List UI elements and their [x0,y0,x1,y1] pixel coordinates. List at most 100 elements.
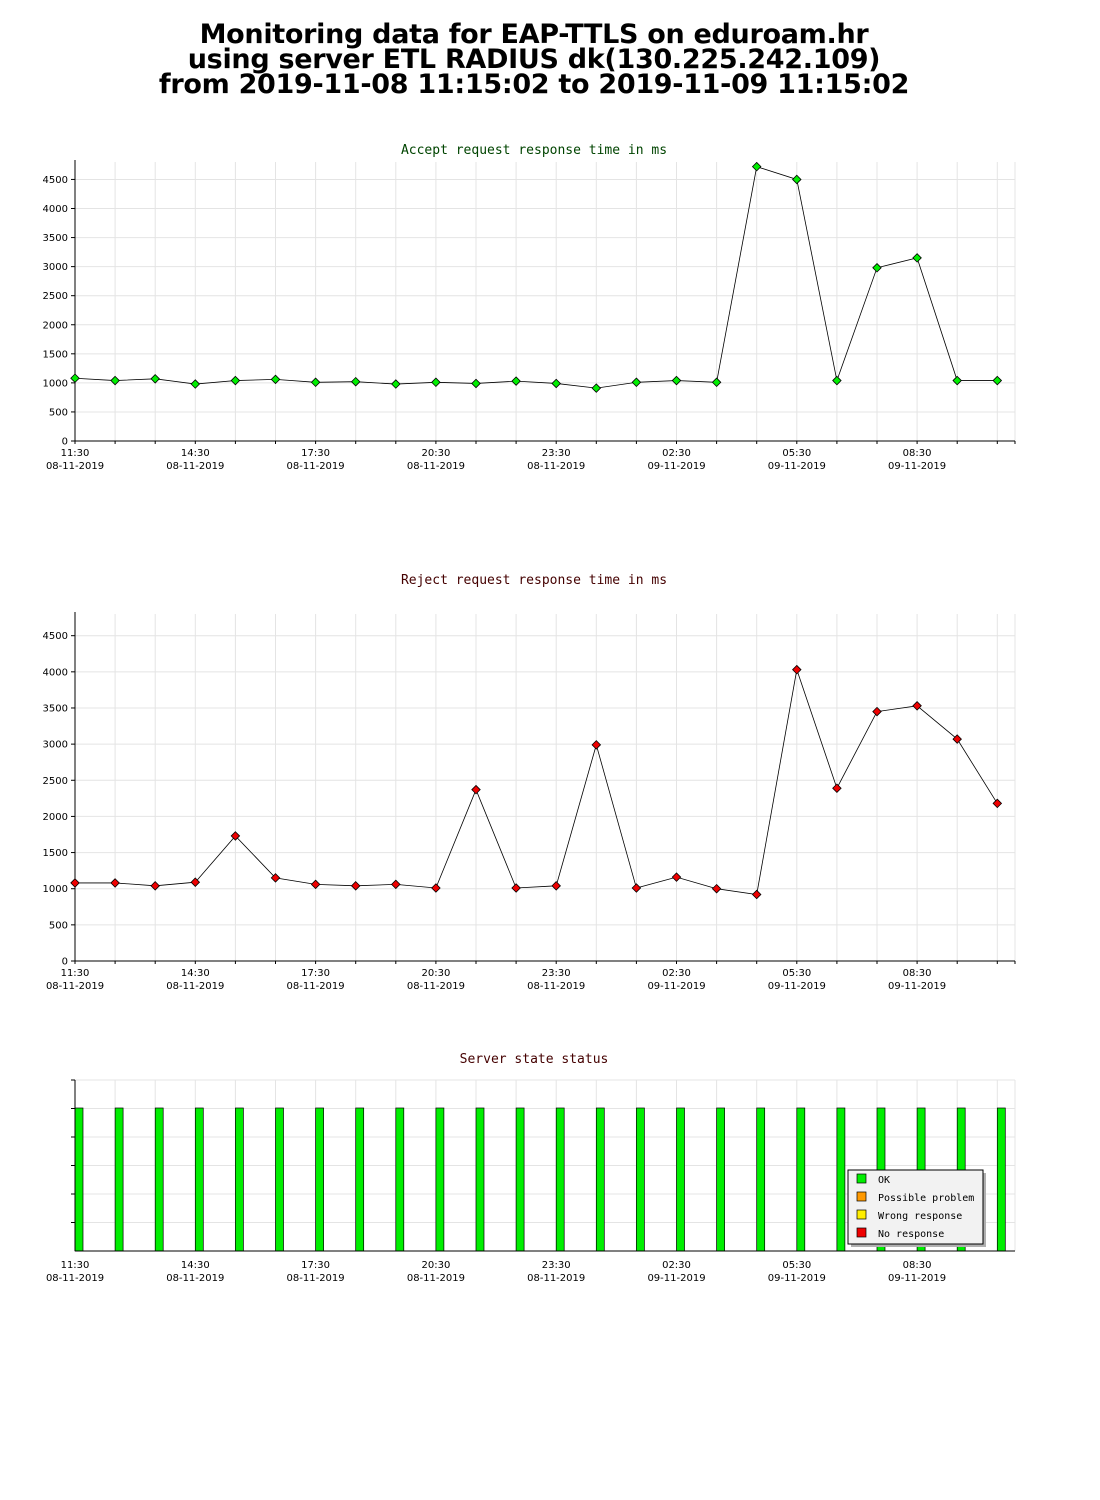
legend-label: OK [878,1175,890,1186]
status-bar [194,1107,204,1252]
data-point [671,872,682,882]
status-bar [836,1107,846,1252]
status-bar [515,1107,525,1252]
data-point [711,883,722,894]
data-point [431,883,441,893]
y-tick-label: 0 [62,437,68,448]
y-tick-label: 2000 [43,812,68,823]
legend-swatch [856,1173,867,1184]
x-tick-label-date: 09-11-2019 [768,1273,826,1284]
x-tick-label-date: 08-11-2019 [166,1273,224,1284]
x-tick-label-time: 05:30 [782,448,811,459]
data-point [70,878,80,888]
status-bar [555,1107,565,1252]
y-tick-label: 500 [49,407,68,418]
x-tick-label-time: 20:30 [421,448,450,459]
x-tick-label-time: 08:30 [903,448,932,459]
data-point [591,740,602,750]
x-tick-label-date: 08-11-2019 [287,981,345,992]
x-tick-label-date: 08-11-2019 [46,981,104,992]
x-tick-label-time: 14:30 [181,448,210,459]
x-tick-label-date: 09-11-2019 [647,981,705,992]
data-point [912,253,922,263]
y-tick-label: 4000 [43,667,68,678]
y-tick-label: 1500 [43,349,68,360]
x-tick-label-time: 23:30 [542,448,571,459]
status-bar [395,1107,405,1252]
x-tick-label-date: 09-11-2019 [888,461,946,472]
data-point [751,889,762,900]
data-point [150,374,160,384]
x-tick-label-date: 08-11-2019 [166,461,224,472]
data-point [270,873,281,883]
x-tick-label-time: 08:30 [903,1260,932,1271]
x-tick-label-time: 05:30 [782,1260,811,1271]
x-tick-label-time: 11:30 [61,968,90,979]
data-point [391,879,401,890]
y-tick-label: 1000 [43,378,68,389]
data-point [912,701,922,711]
data-point [551,881,561,891]
x-tick-label-date: 09-11-2019 [888,981,946,992]
x-tick-label-time: 11:30 [61,1260,90,1271]
y-tick-label: 2500 [43,776,68,787]
data-point [992,798,1003,809]
legend-swatch [856,1191,867,1202]
data-point [631,377,642,388]
legend-swatch [856,1227,867,1238]
data-point [792,664,802,675]
x-tick-label-time: 20:30 [421,968,450,979]
data-point [310,879,321,890]
data-point [391,379,401,389]
x-tick-label-time: 14:30 [181,1260,210,1271]
data-point [230,375,241,386]
status-bar [355,1107,365,1252]
data-point [591,383,602,393]
data-point [631,883,642,893]
x-tick-label-time: 23:30 [542,968,571,979]
data-point [190,379,201,389]
status-bar [996,1107,1006,1252]
x-tick-label-date: 08-11-2019 [166,981,224,992]
legend-box [847,1169,984,1245]
status-bar [275,1107,284,1252]
chart-title: Server state status [460,1052,609,1067]
status-bar [435,1107,445,1252]
y-tick-label: 1000 [43,884,68,895]
data-point [471,784,481,795]
x-tick-label-time: 14:30 [181,968,210,979]
status-bar [74,1107,84,1252]
y-tick-label: 2000 [43,320,68,331]
y-tick-label: 3500 [43,703,68,714]
data-point [992,375,1003,386]
status-bar [315,1107,324,1252]
status-bar [756,1107,766,1252]
x-tick-label-time: 23:30 [542,1260,571,1271]
status-bar [796,1107,806,1252]
status-bar [114,1107,124,1252]
x-tick-label-date: 08-11-2019 [46,461,104,472]
legend-label: Wrong response [878,1211,962,1222]
y-tick-label: 3500 [43,233,68,244]
x-tick-label-time: 20:30 [421,1260,450,1271]
y-tick-label: 500 [49,920,68,931]
y-tick-label: 4500 [43,175,68,186]
data-point [551,378,561,389]
x-tick-label-date: 09-11-2019 [768,981,826,992]
data-point [110,878,120,888]
x-tick-label-date: 09-11-2019 [647,1273,705,1284]
status-bar [595,1107,605,1252]
data-point [832,375,842,386]
data-point [952,375,962,386]
data-point [110,375,120,386]
y-tick-label: 1500 [43,848,68,859]
series-line [75,669,998,895]
data-point [671,375,682,386]
x-tick-label-time: 02:30 [662,968,691,979]
x-tick-label-time: 02:30 [662,1260,691,1271]
data-point [511,376,521,386]
page-title-line-3: from 2019-11-08 11:15:02 to 2019-11-09 1… [158,69,910,100]
data-point [511,883,521,893]
page-title-line-2: using server ETL RADIUS dk(130.225.242.1… [187,44,881,75]
data-point [310,377,321,388]
